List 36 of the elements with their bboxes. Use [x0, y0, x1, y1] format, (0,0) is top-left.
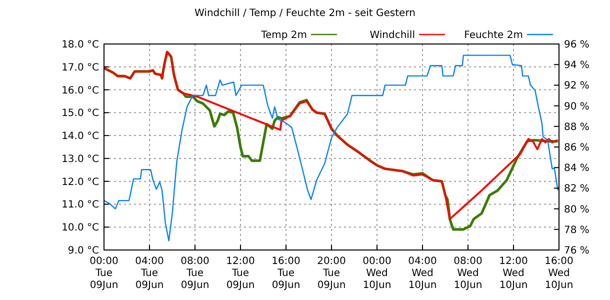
y-tick-label: 9.0 °C	[68, 246, 100, 256]
y-tick-label: 10.0 °C	[62, 222, 100, 234]
x-tick-label: 04:00 Wed 10Jun	[408, 256, 437, 291]
y2-tick-label: 94 %	[564, 60, 590, 72]
y2-tick-label: 80 %	[564, 204, 590, 216]
y-tick-label: 12.0 °C	[62, 176, 100, 188]
y2-tick-label: 78 %	[564, 224, 590, 236]
y-tick-label: 17.0 °C	[62, 62, 100, 74]
x-tick-label: 08:00 Wed 10Jun	[454, 256, 482, 291]
y2-tick-label: 86 %	[564, 142, 590, 154]
y-tick-label: 14.0 °C	[62, 131, 100, 142]
legend-label: Feuchte 2m	[464, 30, 523, 41]
y2-tick-label: 92 %	[564, 80, 590, 92]
y2-tick-label: 82 %	[564, 184, 590, 195]
x-tick-label: 08:00 Tue 09Jun	[180, 256, 210, 291]
y2-tick-label: 84 %	[564, 163, 590, 174]
y2-tick-label: 88 %	[564, 122, 590, 133]
chart-title: Windchill / Temp / Feuchte 2m - seit Gestern	[194, 8, 416, 19]
y-tick-label: 16.0 °C	[62, 85, 100, 96]
x-tick-label: 00:00 Wed 10Jun	[362, 256, 392, 291]
y-tick-label: 11.0 °C	[62, 200, 100, 211]
y2-tick-label: 90 %	[564, 101, 590, 112]
x-tick-label: 20:00 Tue 09Jun	[317, 256, 346, 291]
legend-label: Temp 2m	[260, 30, 307, 41]
y-tick-label: 15.0 °C	[62, 108, 100, 120]
legend-label: Windchill	[370, 30, 415, 41]
y-tick-label: 13.0 °C	[62, 154, 100, 165]
x-tick-label: 04:00 Tue 09Jun	[135, 256, 164, 291]
y2-tick-label: 96 %	[564, 40, 590, 50]
x-tick-label: 12:00 Tue 09Jun	[226, 256, 255, 291]
y2-tick-label: 76 %	[564, 246, 590, 256]
x-tick-label: 00:00 Tue 09Jun	[90, 256, 118, 291]
y-tick-label: 18.0 °C	[62, 40, 100, 50]
x-tick-label: 12:00 Wed 10Jun	[499, 256, 528, 291]
x-tick-label: 16:00 Tue 09Jun	[272, 256, 300, 291]
x-tick-label: 16:00 Wed 10Jun	[544, 256, 574, 291]
